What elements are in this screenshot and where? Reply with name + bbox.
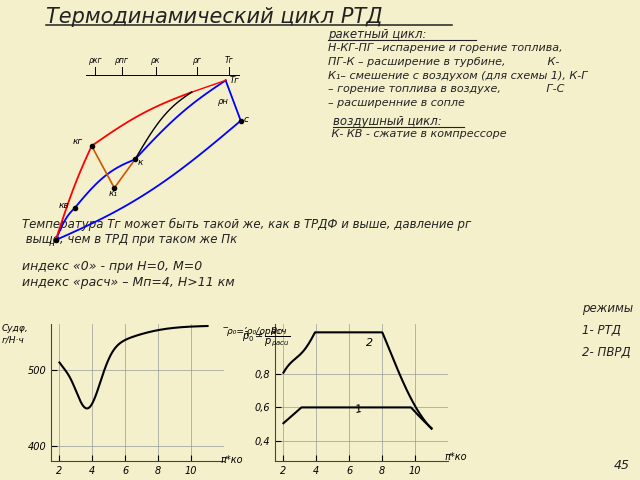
Text: ПГ-К – расширение в турбине,            К-: ПГ-К – расширение в турбине, К-	[328, 57, 559, 67]
Text: г/Н·ч: г/Н·ч	[2, 336, 24, 345]
Text: $\bar{p}_0 = \dfrac{p_0}{p_{\rm\mathit{\rho a c \mathit{u}}}}$: $\bar{p}_0 = \dfrac{p_0}{p_{\rm\mathit{\…	[243, 325, 291, 349]
Text: к: к	[138, 158, 143, 167]
Text: – горение топлива в воздухе,             Г-С: – горение топлива в воздухе, Г-С	[328, 84, 564, 95]
Text: индекс «0» - при Н=0, М=0: индекс «0» - при Н=0, М=0	[22, 260, 202, 273]
Text: воздушный цикл:: воздушный цикл:	[333, 115, 442, 128]
Text: К- КВ - сжатие в компрессоре: К- КВ - сжатие в компрессоре	[328, 129, 507, 139]
Text: к₁: к₁	[109, 189, 118, 198]
Text: К₁– смешение с воздухом (для схемы 1), К-Г: К₁– смешение с воздухом (для схемы 1), К…	[328, 71, 588, 81]
Text: кг: кг	[73, 137, 83, 146]
Text: ρпг: ρпг	[115, 56, 129, 65]
Text: кв: кв	[59, 201, 69, 210]
Text: ̅ρ₀=’ρ₀/ρрасч: ̅ρ₀=’ρ₀/ρрасч	[227, 326, 287, 336]
Text: Термодинамический цикл РТД: Термодинамический цикл РТД	[46, 7, 383, 27]
Text: ρг: ρг	[193, 56, 202, 65]
Text: ρкг: ρкг	[89, 56, 102, 65]
Text: с: с	[244, 115, 249, 124]
Text: режимы
1- РТД
2- ПВРД: режимы 1- РТД 2- ПВРД	[582, 302, 633, 359]
Text: π*ко: π*ко	[445, 453, 467, 462]
Text: н: н	[49, 240, 54, 248]
Text: ρк: ρк	[151, 56, 161, 65]
Text: индекс «расч» – Мп=4, Н>11 км: индекс «расч» – Мп=4, Н>11 км	[22, 276, 235, 289]
Text: Судφ,: Судφ,	[2, 324, 29, 333]
Text: Температура Тг может быть такой же, как в ТРДФ и выше, давление рг: Температура Тг может быть такой же, как …	[22, 218, 471, 231]
Text: 1: 1	[354, 404, 363, 415]
Text: выше, чем в ТРД при таком же Πк: выше, чем в ТРД при таком же Πк	[22, 233, 237, 246]
Text: ρн: ρн	[218, 97, 229, 106]
Text: 45: 45	[614, 459, 630, 472]
Text: – расширенние в сопле: – расширенние в сопле	[328, 98, 465, 108]
Text: Н-КГ-ПГ –испарение и горение топлива,: Н-КГ-ПГ –испарение и горение топлива,	[328, 43, 563, 53]
Text: π*ко: π*ко	[221, 455, 243, 465]
Text: 2: 2	[365, 338, 373, 348]
Text: Tг: Tг	[225, 56, 234, 65]
Text: Тг: Тг	[229, 76, 239, 85]
Text: ракетный цикл:: ракетный цикл:	[328, 28, 426, 41]
